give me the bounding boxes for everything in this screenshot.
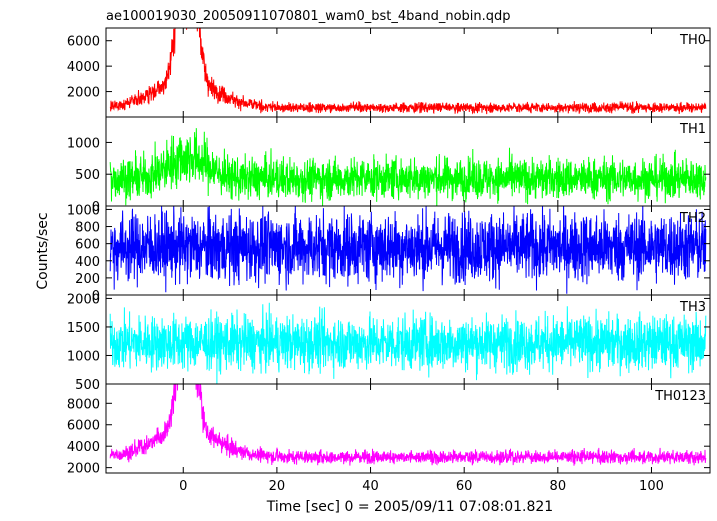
panel-th3: 500 1000 1500 2000 TH3 — [67, 292, 711, 393]
y-tick-label: 6000 — [67, 35, 100, 50]
y-tick-label: 6000 — [67, 419, 100, 434]
y-tick-label: 2000 — [67, 462, 100, 477]
panel-frame — [105, 27, 711, 118]
x-tick-label: 100 — [639, 479, 664, 494]
series-line-th0123 — [109, 384, 707, 466]
y-tick-label: 2000 — [67, 292, 100, 307]
panel-th0123: 2000 4000 6000 8000 TH0123 — [67, 383, 711, 477]
y-tick-label: 2000 — [67, 86, 100, 101]
series-line-th1 — [109, 128, 707, 206]
panel-label-th0123: TH0123 — [654, 389, 706, 404]
y-tick-label: 0 — [92, 200, 100, 215]
x-axis-label: Time [sec] 0 = 2005/09/11 07:08:01.821 — [266, 499, 553, 515]
y-tick-label: 4000 — [67, 60, 100, 75]
y-tick-label: 200 — [75, 272, 100, 287]
panel-th2: 0 200 400 600 800 1000 TH2 — [67, 203, 711, 304]
x-tick-label: 60 — [456, 479, 473, 494]
x-tick-label: 80 — [550, 479, 567, 494]
y-tick-label: 500 — [75, 168, 100, 183]
x-tick-label: 0 — [179, 479, 187, 494]
y-tick-label: 400 — [75, 255, 100, 270]
panel-th1: 0 500 1000 TH1 — [67, 116, 711, 215]
y-tick-label: 8000 — [67, 397, 100, 412]
series-line-th2 — [109, 206, 707, 294]
chart-title: ae100019030_20050911070801_wam0_bst_4ban… — [106, 9, 511, 24]
y-tick-label: 0 — [92, 289, 100, 304]
y-tick-label: 1000 — [67, 203, 100, 218]
panel-label-th1: TH1 — [679, 122, 706, 137]
y-tick-label: 4000 — [67, 440, 100, 455]
panel-label-th3: TH3 — [679, 300, 706, 315]
panel-label-th2: TH2 — [679, 211, 706, 226]
x-tick-label: 20 — [269, 479, 286, 494]
panel-label-th0: TH0 — [679, 33, 706, 48]
y-tick-label: 1500 — [67, 321, 100, 336]
panel-frame — [105, 383, 711, 474]
y-tick-label: 1000 — [67, 349, 100, 364]
y-tick-label: 500 — [75, 378, 100, 393]
series-line-th3 — [109, 302, 707, 384]
y-tick-label: 600 — [75, 238, 100, 253]
series-line-th0 — [109, 28, 707, 115]
y-axis-label: Counts/sec — [35, 212, 51, 289]
y-tick-label: 1000 — [67, 136, 100, 151]
y-tick-label: 800 — [75, 221, 100, 236]
x-tick-label: 40 — [362, 479, 379, 494]
